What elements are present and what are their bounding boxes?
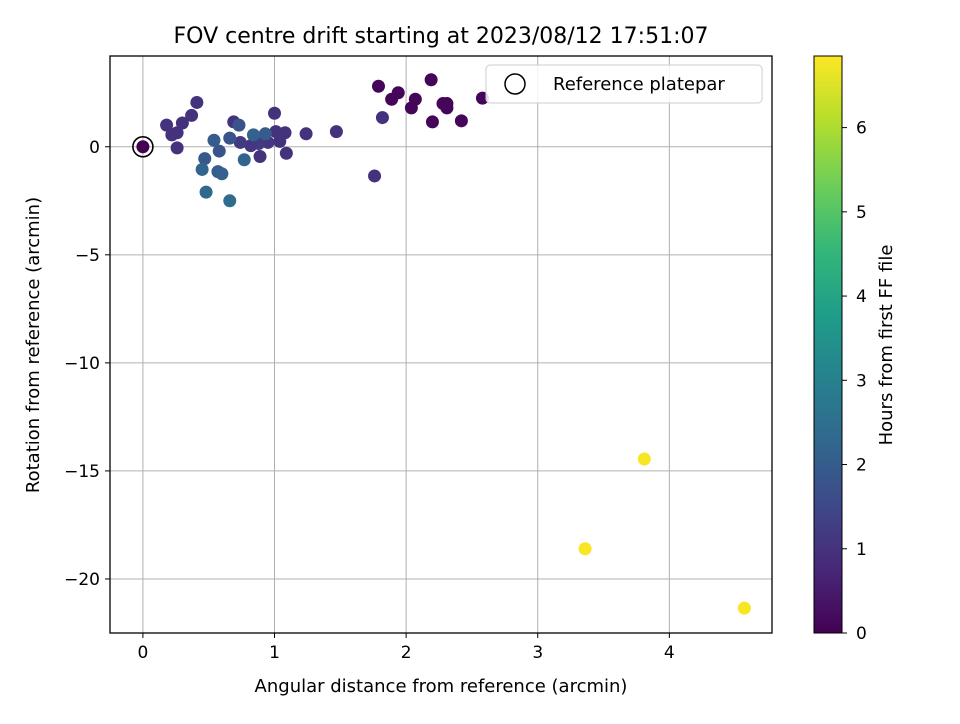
plot-area: 0 1 2 3 4 0 −5 −10 −15 −20 <box>64 55 773 663</box>
data-point <box>375 111 389 125</box>
chart-title: FOV centre drift starting at 2023/08/12 … <box>174 24 709 49</box>
x-axis-label: Angular distance from reference (arcmin) <box>255 676 628 697</box>
data-point <box>408 92 422 106</box>
data-point <box>190 95 204 109</box>
colorbar-tick-label: 3 <box>856 371 867 391</box>
data-point <box>578 542 592 556</box>
data-point <box>258 127 272 141</box>
data-point <box>232 118 246 132</box>
colorbar-ticks: 0 1 2 3 4 5 6 <box>842 119 867 644</box>
data-point <box>279 146 293 160</box>
legend-marker-icon <box>504 73 526 95</box>
data-point <box>160 118 174 132</box>
data-point <box>207 133 221 147</box>
x-tick-label: 4 <box>664 643 675 663</box>
data-point <box>233 135 247 149</box>
data-point <box>136 140 150 154</box>
colorbar-tick-label: 2 <box>856 456 867 476</box>
data-point <box>170 141 184 155</box>
data-point <box>199 185 213 199</box>
data-point <box>223 131 237 145</box>
data-point <box>637 452 651 466</box>
data-point <box>246 128 260 142</box>
data-point <box>299 127 313 141</box>
data-point <box>237 153 251 167</box>
colorbar-tick-label: 0 <box>856 624 867 644</box>
data-point <box>185 108 199 122</box>
data-point <box>425 115 439 129</box>
x-tick-label: 1 <box>269 643 280 663</box>
y-tick-label: −5 <box>75 246 100 266</box>
data-point <box>195 162 209 176</box>
data-point <box>454 114 468 128</box>
colorbar-tick-label: 5 <box>856 203 867 223</box>
data-point <box>253 149 267 163</box>
reference-marker <box>132 135 154 158</box>
colorbar: 0 1 2 3 4 5 6 <box>813 55 867 644</box>
data-point <box>269 125 283 139</box>
data-point <box>268 106 282 120</box>
data-point <box>223 194 237 208</box>
y-tick-label: 0 <box>89 138 100 158</box>
data-point <box>368 169 382 183</box>
data-point <box>170 126 184 140</box>
colorbar-tick-label: 4 <box>856 287 867 307</box>
data-point <box>215 167 229 181</box>
scatter-points <box>136 73 751 615</box>
y-tick-label: −15 <box>64 462 100 482</box>
reference-platepar-marker <box>132 135 154 158</box>
data-point <box>424 73 438 87</box>
y-tick-label: −10 <box>64 354 100 374</box>
data-point <box>198 152 212 166</box>
y-axis-label: Rotation from reference (arcmin) <box>23 197 44 493</box>
data-point <box>737 601 751 615</box>
data-point <box>440 97 454 111</box>
data-point <box>212 144 226 158</box>
x-tick-label: 3 <box>532 643 543 663</box>
legend-box <box>485 64 763 104</box>
x-ticks: 0 1 2 3 4 <box>137 633 675 663</box>
y-tick-label: −20 <box>64 570 100 590</box>
colorbar-label: Hours from first FF file <box>876 245 897 446</box>
colorbar-tick-label: 1 <box>856 540 867 560</box>
colorbar-tick-label: 6 <box>856 119 867 139</box>
data-point <box>244 139 258 153</box>
data-point <box>273 134 287 148</box>
data-point <box>175 116 189 130</box>
x-tick-label: 0 <box>137 643 148 663</box>
y-ticks: 0 −5 −10 −15 −20 <box>64 138 110 590</box>
axes-frame <box>109 55 773 634</box>
data-point <box>391 86 405 100</box>
data-point <box>329 125 343 139</box>
legend: Reference platepar <box>485 64 763 104</box>
legend-label: Reference platepar <box>553 74 725 95</box>
x-tick-label: 2 <box>401 643 412 663</box>
data-point <box>371 79 385 93</box>
colorbar-gradient <box>813 55 843 634</box>
